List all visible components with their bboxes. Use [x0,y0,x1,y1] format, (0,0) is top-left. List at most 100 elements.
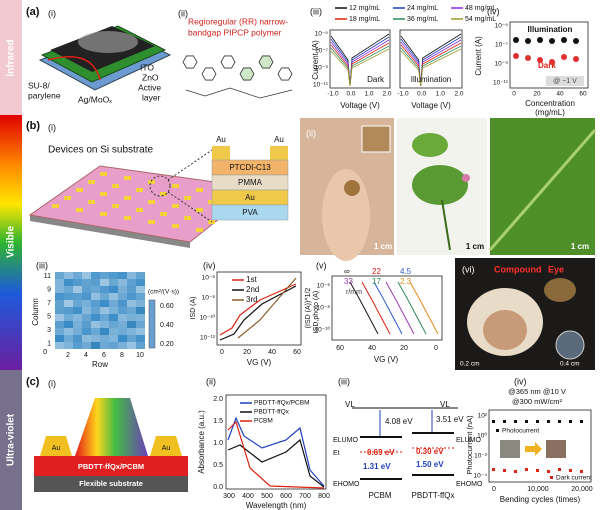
heatmap-cell [136,307,145,314]
section-label: Visible [6,226,17,258]
legend-label: 1st [246,275,257,284]
legend-swatch [496,429,499,432]
label: Dark [367,75,385,84]
panel-label: (b) [26,120,40,132]
device-pad [124,176,131,180]
heatmap-cell [73,307,82,314]
heatmap-cell [136,328,145,335]
label: Et [333,450,340,457]
heatmap-cell [127,335,136,342]
heatmap-cell [64,286,73,293]
dark-current-point [525,468,528,471]
leaf-vein [488,129,597,251]
y-tick-label: 10⁻⁸ [317,305,331,312]
device-pad [160,192,167,196]
lumo-pcbm [360,436,402,438]
heatmap-cell [64,328,73,335]
photocurrent-point [569,420,572,423]
label: Regioregular (RR) narrow- [188,16,288,26]
x-tick-label: 0 [492,486,496,493]
lumo-polymer [412,432,454,434]
y-tick-label: 10⁻¹¹ [493,80,509,87]
inset-array [555,330,585,360]
legend-label: Dark current [556,475,592,482]
heatmap-cell [82,286,91,293]
label: (i) [48,8,56,18]
label: Devices on Si substrate [48,145,153,156]
dark-current-point [558,468,561,471]
heatmap-cell [91,286,100,293]
dark-current-point [492,468,495,471]
heatmap-cell [109,293,118,300]
zoom-circle [149,175,171,197]
photocurrent-point [525,420,528,423]
heatmap-cell [136,342,145,349]
heatmap-cell [91,328,100,335]
heatmap-cell [82,272,91,279]
label: 1 cm [466,242,484,251]
heatmap-cell [73,321,82,328]
leaf [412,133,448,157]
label: ELUMO [333,437,358,444]
label: Column [31,298,40,326]
au-electrode [150,436,182,456]
y-tick-label: 10² [478,413,488,420]
label: (cm²/(V·s)) [148,289,179,296]
label: 0.30 eV [416,447,444,456]
dark-current-point [503,469,506,472]
device-pad [100,172,107,176]
label: @ −1 V [553,78,577,85]
label: PBDTT-ffQx [412,491,455,500]
dark-current-point [580,470,583,473]
x-tick-label: 1.0 [364,91,373,98]
y-tick-label: 0.5 [213,462,223,469]
device-pad [136,208,143,212]
label: ZnO [142,72,159,82]
heatmap-cell [64,342,73,349]
heatmap-cell [55,279,64,286]
heatmap-cell [109,286,118,293]
stack-layer [211,204,289,221]
y-tick-label: 10⁻¹² [200,335,216,342]
label: Concentration [525,99,575,108]
heatmap-cell [73,335,82,342]
photocurrent-point [536,420,539,423]
curve [397,281,427,335]
device-pad [88,180,95,184]
plot-frame [225,394,327,490]
heatmap-cell [109,300,118,307]
heatmap-cell [64,307,73,314]
curve [409,281,439,335]
label: Au [245,193,255,202]
x-tick-label: 60 [579,91,587,98]
photocurrent-point [558,420,561,423]
label: 0.69 eV [367,448,395,457]
label: layer [142,92,161,102]
label: VG (V) [247,358,272,367]
heatmap-cell [91,307,100,314]
section-label: Ultra-violet [6,413,17,466]
dark-current-point [514,470,517,473]
label: (ISD (A))^1/2 [305,288,312,329]
heatmap-cell [55,272,64,279]
device-pad [148,200,155,204]
x-tick-label: 2.0 [382,91,391,98]
legend-label: 2.3 [400,277,412,286]
heatmap-cell [136,293,145,300]
y-tick-label: 10⁻⁷ [495,42,509,49]
heatmap-cell [100,300,109,307]
x-tick-label: 0 [434,345,438,352]
heatmap-cell [55,307,64,314]
heatmap-cell [64,321,73,328]
legend-label: 18 mg/mL [349,16,380,23]
heatmap-cell [118,335,127,342]
dot [573,38,579,44]
label: parylene [28,90,61,100]
heatmap-cell [127,272,136,279]
heatmap-cell [118,272,127,279]
y-tick-label: 9 [47,286,51,293]
legend-label: 3rd [246,295,258,304]
label: 0 [43,349,47,356]
device-pad [196,208,203,212]
y-tick-label: 10⁻⁸ [202,295,216,302]
